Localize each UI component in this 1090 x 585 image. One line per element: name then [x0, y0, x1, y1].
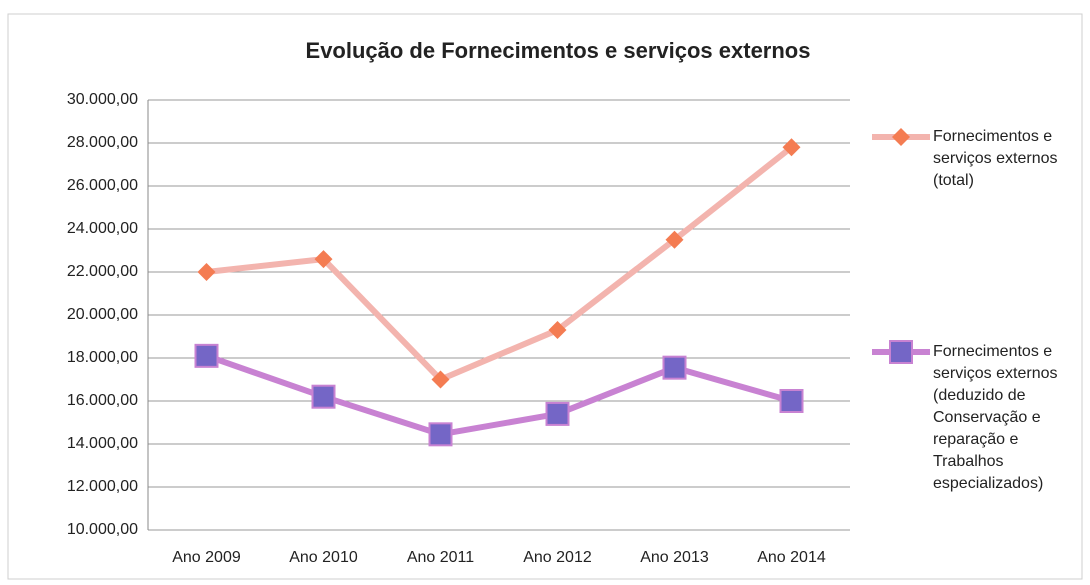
y-tick-label: 20.000,00	[67, 306, 138, 323]
y-tick-label: 22.000,00	[67, 263, 138, 280]
marker	[545, 401, 570, 426]
marker	[548, 321, 567, 340]
x-tick-label: Ano 2011	[407, 549, 474, 566]
marker	[428, 422, 453, 447]
y-tick-label: 28.000,00	[67, 134, 138, 151]
series-line	[205, 353, 793, 438]
y-tick-label: 16.000,00	[67, 392, 138, 409]
y-tick-label: 26.000,00	[67, 177, 138, 194]
marker	[197, 263, 216, 281]
marker	[662, 355, 687, 380]
y-tick-label: 14.000,00	[67, 435, 138, 452]
x-tick-label: Ano 2010	[289, 549, 358, 566]
legend-label: Fornecimentos e serviços externos (deduz…	[933, 343, 1058, 492]
marker	[889, 340, 913, 364]
legend-label: Fornecimentos e serviços externos (total…	[933, 128, 1058, 189]
marker	[431, 370, 450, 389]
y-tick-label: 12.000,00	[67, 478, 138, 495]
x-tick-label: Ano 2012	[523, 549, 592, 566]
y-tick-label: 30.000,00	[67, 91, 138, 108]
y-tick-label: 10.000,00	[67, 521, 138, 538]
marker	[892, 128, 910, 146]
y-tick-label: 24.000,00	[67, 220, 138, 237]
marker	[314, 250, 333, 269]
marker	[782, 138, 801, 157]
x-tick-label: Ano 2013	[640, 549, 709, 566]
y-tick-label: 18.000,00	[67, 349, 138, 366]
x-tick-label: Ano 2014	[757, 549, 826, 566]
x-tick-label: Ano 2009	[172, 549, 241, 566]
chart-border	[7, 13, 1083, 580]
marker	[779, 389, 804, 413]
chart-title: Evolução de Fornecimentos e serviços ext…	[306, 38, 811, 63]
marker	[194, 343, 219, 368]
marker	[311, 384, 336, 409]
series-line	[206, 144, 794, 383]
marker	[665, 230, 684, 249]
